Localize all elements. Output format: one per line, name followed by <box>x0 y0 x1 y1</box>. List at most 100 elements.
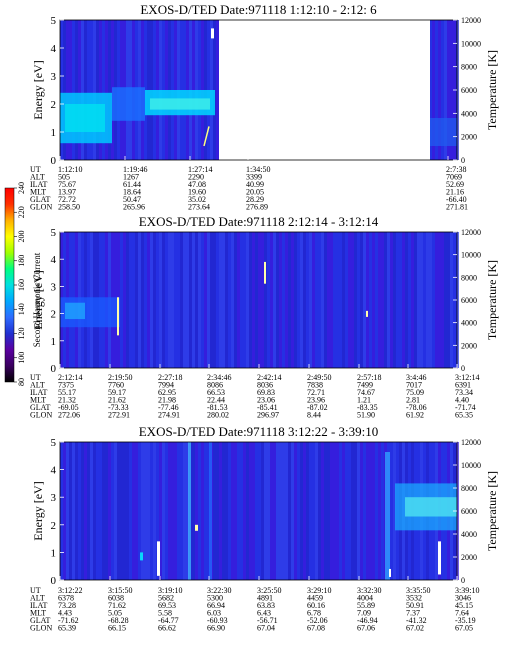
ion-band-core <box>65 302 85 320</box>
texture-column <box>396 232 399 368</box>
texture-column <box>414 232 417 368</box>
orbit-value: -66.40 <box>446 195 467 204</box>
texture-column <box>96 20 99 160</box>
texture-column <box>168 232 171 368</box>
orbit-value: 3:4:46 <box>406 373 426 382</box>
orbit-value: 7499 <box>357 381 373 390</box>
texture-column <box>135 232 138 368</box>
orbit-value: -52.06 <box>307 616 328 625</box>
texture-column <box>438 20 441 160</box>
texture-column <box>372 232 375 368</box>
panel-title: EXOS-D/TED Date:971118 3:12:22 - 3:39:10 <box>139 424 379 439</box>
orbit-value: 20.05 <box>246 188 264 197</box>
temperature-axis: 0 2000 4000 6000 8000 10000 12000 Temperature [… <box>453 228 499 373</box>
texture-column <box>234 232 237 368</box>
texture-column <box>267 442 270 580</box>
orbit-value: 22.44 <box>207 396 225 405</box>
temperature-mark <box>117 297 119 336</box>
orbit-value: 272.91 <box>108 411 130 420</box>
panels: EXOS-D/TED Date:971118 1:12:10 - 2:12: 6… <box>30 2 499 633</box>
orbit-table: UT 1:12:10 1:19:46 1:27:14 1:34:50 2:7:38 ALT 5… <box>30 165 468 212</box>
texture-column <box>399 232 402 368</box>
orbit-value: -73.33 <box>108 403 129 412</box>
orbit-value: 3:15:50 <box>108 586 132 595</box>
texture-column <box>369 442 372 580</box>
temperature-tick-label: 0 <box>461 576 465 585</box>
orbit-value: 3046 <box>455 594 471 603</box>
texture-column <box>135 442 138 580</box>
orbit-row-label: MLT <box>30 609 46 618</box>
orbit-row-label: MLT <box>30 396 46 405</box>
texture-column <box>153 232 156 368</box>
texture-column <box>162 232 165 368</box>
temperature-mark <box>203 126 210 147</box>
orbit-value: 40.99 <box>246 180 264 189</box>
texture-column <box>363 442 366 580</box>
texture-column <box>93 20 96 160</box>
texture-column <box>411 232 414 368</box>
temperature-tick-label: 6000 <box>461 86 477 95</box>
texture-column <box>273 442 276 580</box>
orbit-value: 2:27:18 <box>158 373 182 382</box>
texture-column <box>201 232 204 368</box>
ion-streak <box>385 452 390 580</box>
temperature-mark <box>211 28 214 39</box>
orbit-value: 6.03 <box>207 609 221 618</box>
orbit-value: 4004 <box>357 594 373 603</box>
texture-column <box>312 232 315 368</box>
texture-column <box>378 232 381 368</box>
texture-column <box>357 232 360 368</box>
texture-column <box>120 442 123 580</box>
colorbar: 240 220 200 180 160 140 120 100 80 Second Harmon… <box>4 182 42 386</box>
texture-column <box>294 232 297 368</box>
orbit-value: 1.21 <box>357 396 371 405</box>
texture-column <box>171 442 174 580</box>
temperature-tick-label: 4000 <box>461 109 477 118</box>
texture-column <box>444 232 447 368</box>
temperature-tick-label: 6000 <box>461 507 477 516</box>
ion-band-core <box>405 497 457 517</box>
texture-column <box>111 442 114 580</box>
texture-column <box>213 442 216 580</box>
texture-column <box>240 442 243 580</box>
orbit-value: -56.71 <box>257 616 278 625</box>
orbit-value: 61.92 <box>406 411 424 420</box>
texture-column <box>303 442 306 580</box>
orbit-value: 72.72 <box>58 195 76 204</box>
texture-column <box>159 442 162 580</box>
orbit-value: -71.62 <box>58 616 79 625</box>
texture-column <box>165 442 168 580</box>
texture-column <box>84 20 87 160</box>
texture-column <box>165 232 168 368</box>
texture-column <box>138 232 141 368</box>
texture-column <box>138 442 141 580</box>
texture-column <box>297 232 300 368</box>
texture-column <box>144 442 147 580</box>
texture-column <box>183 232 186 368</box>
orbit-value: 7760 <box>108 381 124 390</box>
texture-column <box>261 442 264 580</box>
texture-column <box>129 232 132 368</box>
orbit-value: 3:35:50 <box>406 586 430 595</box>
colorbar-tick-labels: 240 220 200 180 160 140 120 100 80 <box>14 182 26 386</box>
texture-column <box>381 232 384 368</box>
temperature-tick-label: 4000 <box>461 319 477 328</box>
texture-column <box>63 442 66 580</box>
orbit-value: 18.64 <box>123 188 141 197</box>
texture-column <box>309 232 312 368</box>
orbit-value: 258.50 <box>58 203 80 212</box>
temperature-mark <box>264 261 266 284</box>
temperature-tick-label: 2000 <box>461 553 477 562</box>
texture-column <box>66 20 69 160</box>
orbit-row-label: UT <box>30 586 41 595</box>
orbit-value: 67.06 <box>357 624 375 633</box>
texture-column <box>216 20 219 160</box>
orbit-value: -68.28 <box>108 616 129 625</box>
colorbar-tick-label: 140 <box>17 303 26 315</box>
texture-column <box>243 442 246 580</box>
orbit-value: 2:7:38 <box>446 165 466 174</box>
texture-column <box>432 232 435 368</box>
texture-column <box>192 442 195 580</box>
texture-column <box>180 442 183 580</box>
orbit-value: 23.06 <box>257 396 275 405</box>
